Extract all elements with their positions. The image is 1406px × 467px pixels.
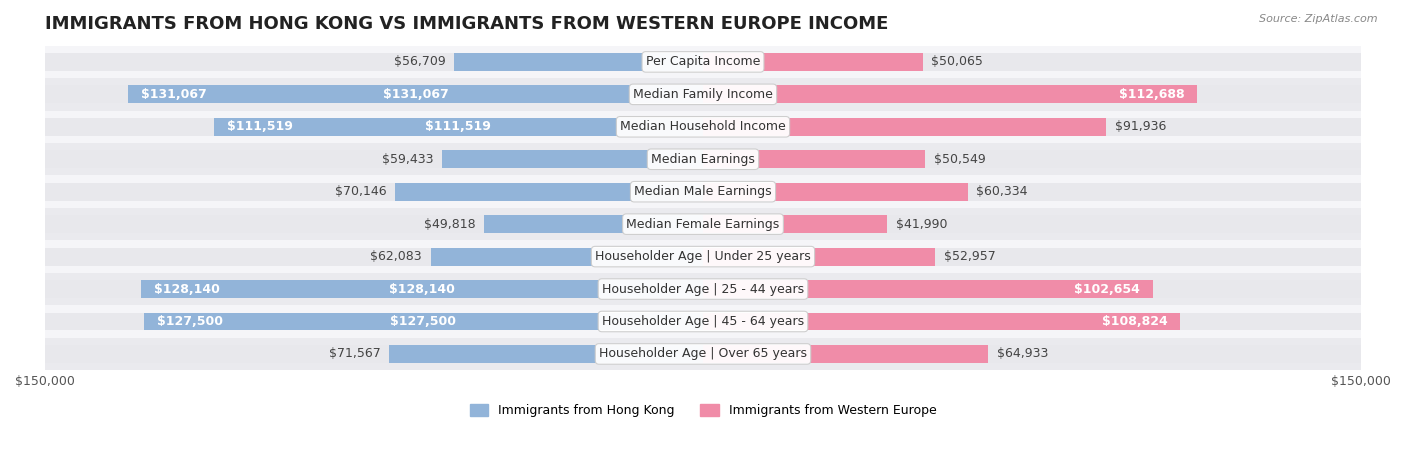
Text: $127,500: $127,500: [391, 315, 457, 328]
Bar: [214, 118, 703, 136]
Text: Householder Age | 25 - 44 years: Householder Age | 25 - 44 years: [602, 283, 804, 296]
Text: Householder Age | Under 25 years: Householder Age | Under 25 years: [595, 250, 811, 263]
Text: IMMIGRANTS FROM HONG KONG VS IMMIGRANTS FROM WESTERN EUROPE INCOME: IMMIGRANTS FROM HONG KONG VS IMMIGRANTS …: [45, 15, 889, 33]
Bar: [703, 183, 1361, 201]
Text: Median Family Income: Median Family Income: [633, 88, 773, 101]
Bar: [45, 273, 1361, 305]
Bar: [443, 150, 703, 168]
Bar: [703, 280, 1361, 298]
Text: Median Male Earnings: Median Male Earnings: [634, 185, 772, 198]
Text: Median Female Earnings: Median Female Earnings: [627, 218, 779, 231]
Text: $62,083: $62,083: [370, 250, 422, 263]
Bar: [703, 248, 1361, 266]
Text: $71,567: $71,567: [329, 347, 380, 361]
Bar: [45, 78, 1361, 111]
Bar: [703, 118, 1361, 136]
Text: Householder Age | Over 65 years: Householder Age | Over 65 years: [599, 347, 807, 361]
Bar: [45, 338, 1361, 370]
Text: $108,824: $108,824: [1101, 315, 1167, 328]
Text: $128,140: $128,140: [389, 283, 456, 296]
Bar: [703, 150, 1361, 168]
Bar: [143, 312, 703, 331]
Bar: [703, 150, 925, 168]
Text: $131,067: $131,067: [382, 88, 449, 101]
Bar: [454, 53, 703, 71]
Text: Source: ZipAtlas.com: Source: ZipAtlas.com: [1260, 14, 1378, 24]
Bar: [703, 118, 1107, 136]
Bar: [703, 85, 1198, 103]
Bar: [45, 150, 703, 168]
Bar: [45, 345, 703, 363]
Bar: [45, 280, 703, 298]
Text: Median Household Income: Median Household Income: [620, 120, 786, 133]
Legend: Immigrants from Hong Kong, Immigrants from Western Europe: Immigrants from Hong Kong, Immigrants fr…: [464, 399, 942, 422]
Text: $111,519: $111,519: [426, 120, 491, 133]
Bar: [703, 183, 967, 201]
Bar: [485, 215, 703, 233]
Bar: [45, 53, 703, 71]
Text: $111,519: $111,519: [226, 120, 292, 133]
Text: $49,818: $49,818: [425, 218, 475, 231]
Bar: [703, 215, 887, 233]
Text: Householder Age | 45 - 64 years: Householder Age | 45 - 64 years: [602, 315, 804, 328]
Bar: [45, 143, 1361, 176]
Bar: [128, 85, 703, 103]
Text: $64,933: $64,933: [997, 347, 1047, 361]
Bar: [703, 53, 1361, 71]
Bar: [703, 280, 1153, 298]
Bar: [45, 305, 1361, 338]
Bar: [703, 215, 1361, 233]
Bar: [45, 118, 703, 136]
Text: $112,688: $112,688: [1119, 88, 1184, 101]
Text: $60,334: $60,334: [976, 185, 1028, 198]
Text: $56,709: $56,709: [394, 56, 446, 68]
Text: Median Earnings: Median Earnings: [651, 153, 755, 166]
Bar: [430, 248, 703, 266]
Text: $50,065: $50,065: [931, 56, 983, 68]
Bar: [395, 183, 703, 201]
Bar: [45, 111, 1361, 143]
Bar: [703, 85, 1361, 103]
Text: $102,654: $102,654: [1074, 283, 1140, 296]
Bar: [45, 215, 703, 233]
Bar: [45, 176, 1361, 208]
Text: $91,936: $91,936: [1115, 120, 1167, 133]
Text: Per Capita Income: Per Capita Income: [645, 56, 761, 68]
Text: $128,140: $128,140: [155, 283, 219, 296]
Text: $127,500: $127,500: [157, 315, 222, 328]
Text: $52,957: $52,957: [943, 250, 995, 263]
Bar: [45, 241, 1361, 273]
Text: $70,146: $70,146: [335, 185, 387, 198]
Bar: [141, 280, 703, 298]
Text: $59,433: $59,433: [382, 153, 433, 166]
Bar: [703, 53, 922, 71]
Bar: [45, 208, 1361, 241]
Text: $131,067: $131,067: [141, 88, 207, 101]
Bar: [703, 345, 988, 363]
Bar: [45, 312, 703, 331]
Bar: [703, 248, 935, 266]
Bar: [45, 46, 1361, 78]
Bar: [703, 345, 1361, 363]
Bar: [45, 183, 703, 201]
Bar: [703, 312, 1181, 331]
Text: $41,990: $41,990: [896, 218, 948, 231]
Bar: [45, 248, 703, 266]
Text: $50,549: $50,549: [934, 153, 986, 166]
Bar: [389, 345, 703, 363]
Bar: [703, 312, 1361, 331]
Bar: [45, 85, 703, 103]
